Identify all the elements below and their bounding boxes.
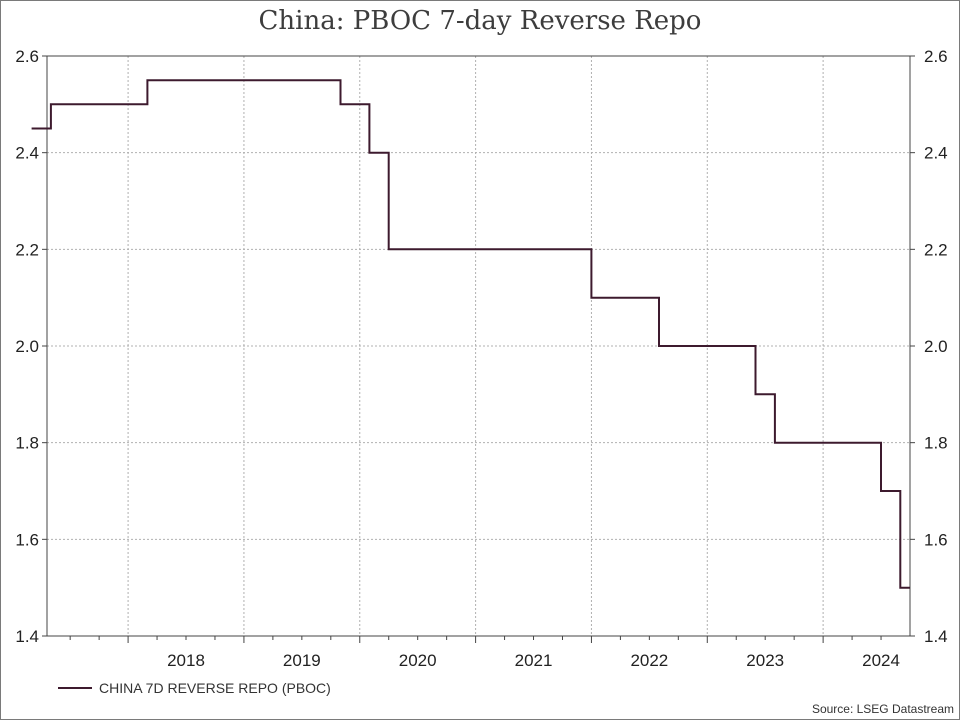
legend-label: CHINA 7D REVERSE REPO (PBOC) — [99, 680, 331, 696]
y-tick-label-left: 1.6 — [15, 530, 39, 549]
axes: 1.4 1.4 1.6 1.6 1.8 1.8 2.0 2.0 2.2 2.2 2.4 2.4 2.6 2… — [15, 47, 947, 670]
x-tick-label: 2019 — [283, 651, 321, 670]
x-tick-label: 2021 — [515, 651, 553, 670]
y-tick-label-left: 1.8 — [15, 434, 39, 453]
y-tick-label-right: 1.8 — [924, 434, 948, 453]
x-tick-label: 2018 — [167, 651, 205, 670]
legend: CHINA 7D REVERSE REPO (PBOC) — [58, 680, 331, 696]
y-tick-label-right: 1.6 — [924, 530, 948, 549]
y-tick-label-right: 2.6 — [924, 47, 948, 66]
x-tick-label: 2020 — [399, 651, 437, 670]
y-tick-label-left: 2.4 — [15, 144, 39, 163]
x-tick-label: 2023 — [746, 651, 784, 670]
x-tick-label: 2024 — [862, 651, 900, 670]
y-tick-label-left: 1.4 — [15, 627, 39, 646]
y-tick-label-right: 2.2 — [924, 240, 948, 259]
series-line-china-7d-reverse-repo — [31, 79, 910, 589]
y-tick-label-left: 2.0 — [15, 337, 39, 356]
y-tick-label-right: 2.4 — [924, 144, 948, 163]
x-tick-label: 2022 — [630, 651, 668, 670]
source-label: Source: LSEG Datastream — [812, 702, 954, 716]
y-tick-label-left: 2.2 — [15, 240, 39, 259]
y-tick-label-right: 1.4 — [924, 627, 948, 646]
y-tick-label-right: 2.0 — [924, 337, 948, 356]
grid — [47, 55, 910, 637]
y-tick-label-left: 2.6 — [15, 47, 39, 66]
series-layer — [31, 79, 910, 589]
chart-title: China: PBOC 7-day Reverse Repo — [258, 6, 702, 36]
